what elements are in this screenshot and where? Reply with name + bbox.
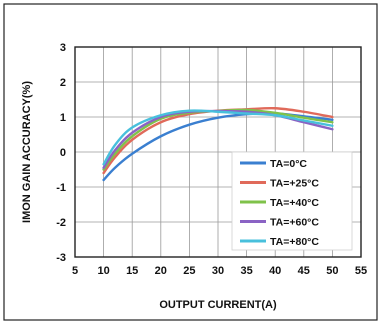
- y-tick-label: 3: [60, 42, 66, 54]
- y-tick-label: 0: [60, 147, 66, 159]
- x-tick-label: 25: [183, 265, 195, 277]
- outer-frame: [3, 3, 378, 321]
- series-lines: [102, 106, 334, 182]
- legend-label: TA=0°C: [270, 158, 307, 170]
- legend: TA=0°C TA=+25°C TA=+40°C TA=+60°C TA=+80°C: [231, 151, 353, 251]
- y-tick-label: -2: [56, 217, 66, 229]
- legend-label: TA=+40°C: [270, 197, 319, 209]
- x-tick-label: 50: [326, 265, 338, 277]
- x-tick-label: 35: [240, 265, 252, 277]
- legend-label: TA=+25°C: [270, 178, 319, 190]
- series-line-5: [102, 109, 334, 166]
- x-tick-label: 55: [355, 265, 367, 277]
- plot-area-border: [74, 46, 362, 258]
- y-tick-label: 1: [60, 112, 66, 124]
- legend-label: TA=+80°C: [270, 236, 319, 248]
- x-axis-label: OUTPUT CURRENT(A): [159, 299, 277, 311]
- x-tick-label: 40: [269, 265, 281, 277]
- y-tick-label: -1: [56, 182, 66, 194]
- legend-label: TA=+60°C: [270, 217, 319, 229]
- x-tick-label: 5: [72, 265, 78, 277]
- x-tick-label: 45: [298, 265, 310, 277]
- x-tick-label: 20: [155, 265, 167, 277]
- x-tick-label: 15: [126, 265, 138, 277]
- x-tick-label: 30: [212, 265, 224, 277]
- y-tick-label: -3: [56, 252, 66, 264]
- y-tick-label: 2: [60, 77, 66, 89]
- y-axis-label: IMON GAIN ACCURACY(%): [21, 81, 33, 223]
- x-tick-label: 10: [97, 265, 109, 277]
